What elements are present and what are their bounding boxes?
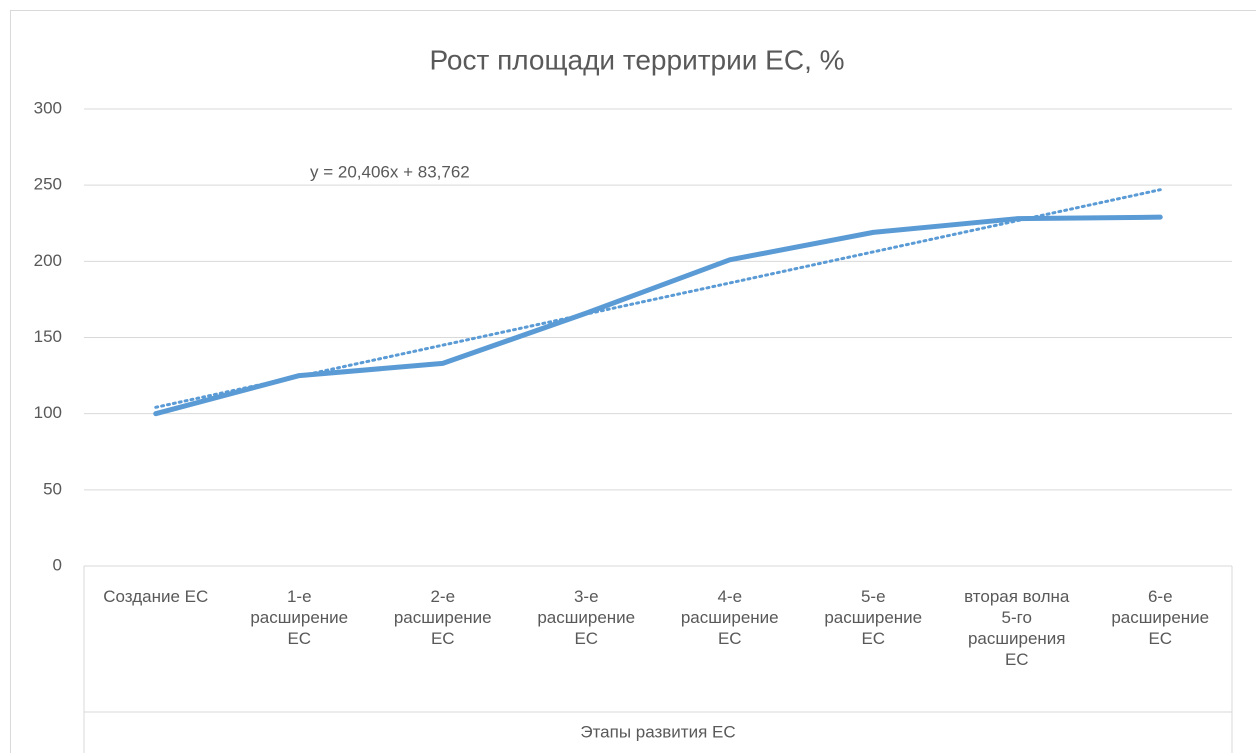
- x-tick-label: 4-е расширение ЕС: [680, 587, 779, 648]
- y-tick-label: 300: [34, 98, 62, 117]
- x-tick-label: вторая волна 5-го расширения ЕС: [964, 587, 1070, 669]
- y-tick-label: 50: [43, 479, 62, 498]
- trendline-label: y = 20,406x + 83,762: [310, 162, 470, 181]
- y-tick-label: 250: [34, 175, 62, 194]
- y-tick-label: 150: [34, 327, 62, 346]
- chart-title: Рост площади территрии ЕС, %: [429, 44, 844, 75]
- x-tick-label: Создание ЕС: [103, 587, 209, 606]
- chart-border: [10, 10, 1256, 753]
- x-tick-label: 2-е расширение ЕС: [393, 587, 492, 648]
- data-line: [153, 214, 1163, 417]
- x-tick-label: 6-е расширение ЕС: [1111, 587, 1210, 648]
- x-tick-label: 1-е расширение ЕС: [250, 587, 349, 648]
- y-tick-label: 0: [53, 555, 62, 574]
- y-tick-label: 100: [34, 403, 62, 422]
- x-tick-label: 5-е расширение ЕС: [824, 587, 923, 648]
- x-tick-label: 3-е расширение ЕС: [537, 587, 636, 648]
- trendline: [154, 188, 1162, 409]
- x-axis-title: Этапы развития ЕС: [580, 722, 735, 741]
- y-tick-label: 200: [34, 251, 62, 270]
